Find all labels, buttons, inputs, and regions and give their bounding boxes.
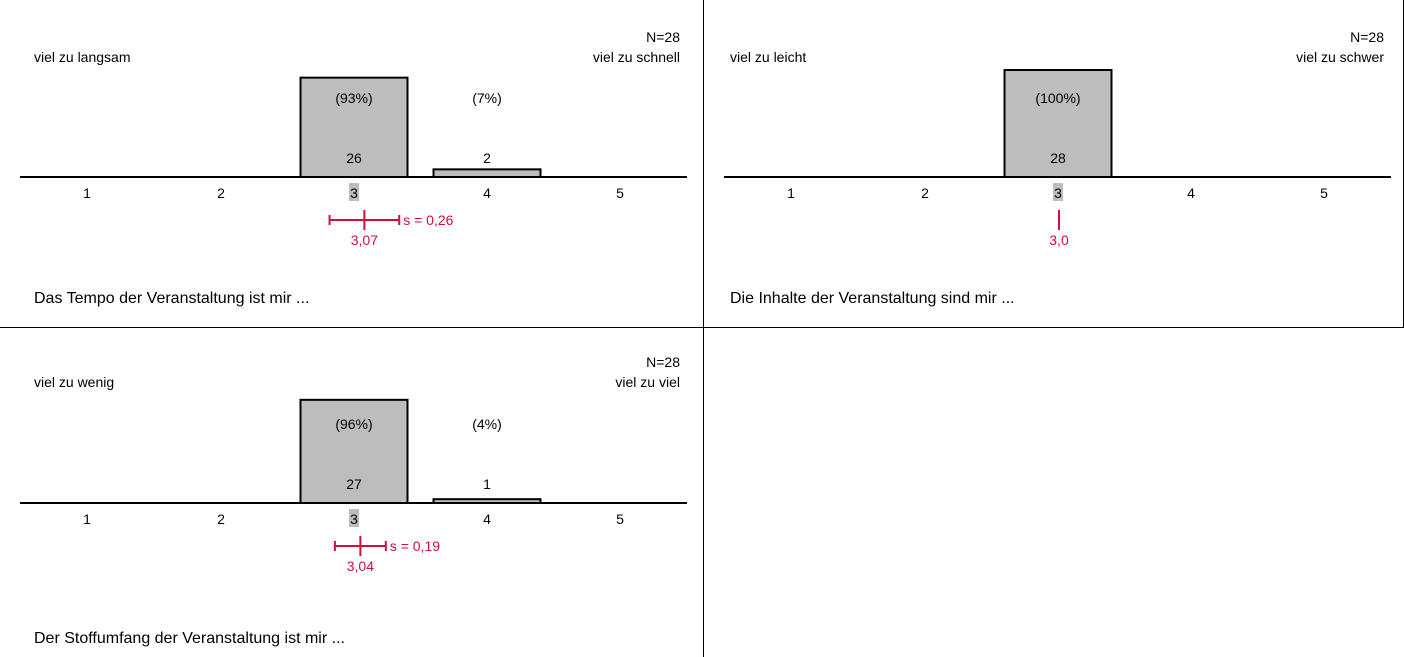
tick-label-5: 5 [616,511,624,527]
chart-panel-inhalte: N=28 viel zu leicht viel zu schwer (100%… [704,0,1404,326]
divider-vertical [703,0,704,657]
median-highlight [349,509,359,527]
percent-label: (93%) [335,90,372,106]
tick-label-4: 4 [1187,185,1195,201]
n-label: N=28 [1350,29,1384,45]
question-title: Das Tempo der Veranstaltung ist mir ... [34,290,310,307]
bar-chart: (100%) 28 1 2 3 4 5 3,0 [724,69,1391,248]
tick-label-3: 3 [350,511,358,527]
left-anchor-label: viel zu langsam [34,49,131,65]
count-label: 28 [1050,150,1066,166]
tick-label-3: 3 [350,185,358,201]
tick-label-4: 4 [483,185,491,201]
median-highlight [1053,183,1063,201]
count-label: 27 [346,476,362,492]
sd-label: s = 0,26 [403,212,453,228]
sd-label: s = 0,19 [390,538,440,554]
question-title: Die Inhalte der Veranstaltung sind mir .… [730,290,1015,307]
bar-chart: (96%) 27 (4%) 1 1 2 3 4 5 s = 0,19 3,04 [20,398,687,574]
mean-label: 3,07 [351,232,378,248]
tick-label-1: 1 [787,185,795,201]
bar-4 [432,168,542,179]
tick-label-3: 3 [1054,185,1062,201]
mean-label: 3,04 [347,558,374,574]
tick-label-2: 2 [217,511,225,527]
count-label: 26 [346,150,362,166]
percent-label: (4%) [472,416,502,432]
tick-label-5: 5 [1320,185,1328,201]
right-anchor-label: viel zu schwer [1296,49,1384,65]
question-title: Der Stoffumfang der Veranstaltung ist mi… [34,630,345,647]
tick-label-2: 2 [217,185,225,201]
n-label: N=28 [646,354,680,370]
divider-horizontal [0,327,1404,328]
count-label: 2 [483,150,491,166]
count-label: 1 [483,476,491,492]
percent-label: (100%) [1035,90,1080,106]
median-highlight [349,183,359,201]
tick-label-4: 4 [483,511,491,527]
chart-panel-tempo: N=28 viel zu langsam viel zu schnell (93… [0,0,700,326]
tick-label-1: 1 [83,511,91,527]
tick-label-1: 1 [83,185,91,201]
bar-chart: (93%) 26 (7%) 2 1 2 3 4 5 s = 0,26 3,07 [20,76,687,248]
tick-label-2: 2 [921,185,929,201]
percent-label: (96%) [335,416,372,432]
right-anchor-label: viel zu schnell [592,49,680,65]
n-label: N=28 [646,29,680,45]
percent-label: (7%) [472,90,502,106]
left-anchor-label: viel zu leicht [730,49,807,65]
right-anchor-label: viel zu viel [615,374,680,390]
chart-panel-stoffumfang: N=28 viel zu wenig viel zu viel (96%) 27(… [0,328,700,654]
mean-label: 3,0 [1049,232,1069,248]
left-anchor-label: viel zu wenig [34,374,115,390]
tick-label-5: 5 [616,185,624,201]
